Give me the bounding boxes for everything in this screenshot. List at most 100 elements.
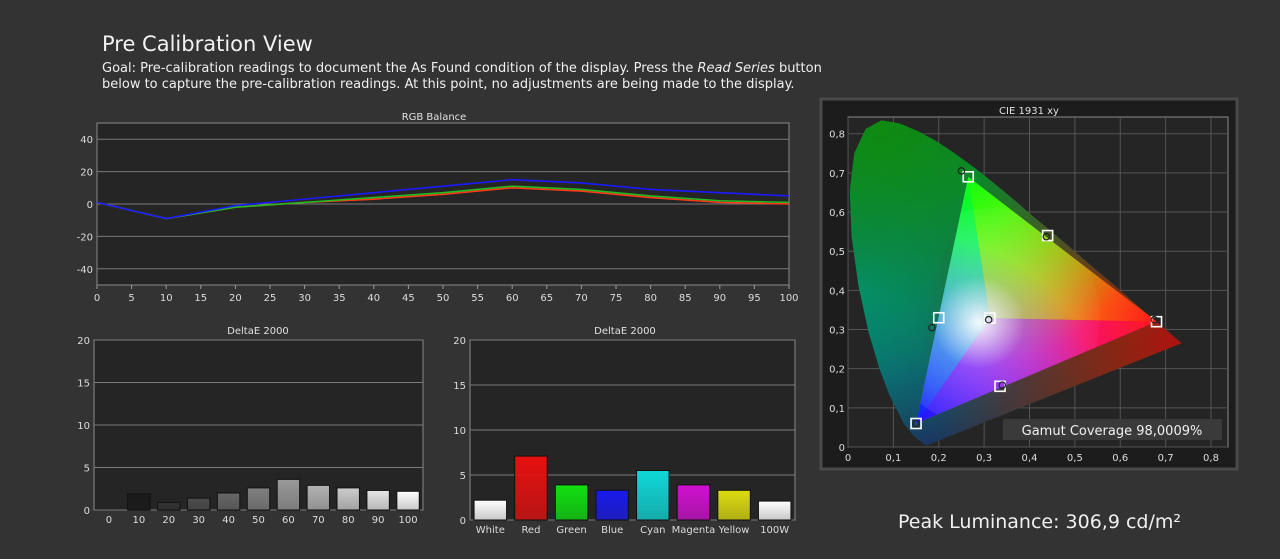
rgb-xtick-14: 70: [575, 293, 588, 304]
deltae-1-bar-1: [127, 493, 151, 511]
deltae-1-ytick-0: 0: [84, 506, 90, 517]
deltae-1-xtick-8: 80: [342, 515, 355, 526]
deltae-2-xtick-3: Blue: [601, 525, 623, 536]
deltae-1-xtick-2: 20: [162, 515, 175, 526]
deltae-2-bar-6: [717, 489, 751, 521]
rgb-xtick-0: 0: [94, 293, 100, 304]
deltae-color-bars: [473, 455, 792, 521]
deltae-2-bar-1: [514, 455, 548, 521]
deltae-1-ytick-4: 20: [77, 336, 90, 347]
rgb-xtick-2: 10: [160, 293, 173, 304]
deltae-grayscale-ticks: 0 5 10 15 20 0 10 20 30 40 50 60 70 80 90 100: [77, 336, 417, 526]
deltae-2-xtick-4: Cyan: [640, 525, 665, 536]
deltae-2-bar-4: [636, 470, 670, 521]
deltae-grayscale-bars: [127, 478, 420, 511]
deltae-2-bar-2: [554, 484, 589, 521]
cie-xtick-1: 0,1: [885, 453, 901, 464]
cie-measured-magenta: [998, 381, 1007, 389]
rgb-series-lines: [96, 178, 790, 220]
deltae-1-ytick-1: 5: [84, 464, 90, 475]
cie-1931-chart: CIE 1931 xy 0 0,1 0,2 0,3 0,4 0,5 0,6 0,7 0,8 0 0,…: [819, 97, 1239, 471]
deltae-color-title: DeltaE 2000: [594, 326, 656, 337]
deltae-1-xtick-9: 90: [372, 515, 385, 526]
rgb-xtick-8: 40: [367, 293, 380, 304]
rgb-xtick-1: 5: [128, 293, 134, 304]
rgb-xtick-17: 85: [679, 293, 692, 304]
deltae-2-ytick-3: 15: [453, 381, 466, 392]
rgb-ytick-2: 0: [87, 200, 93, 211]
cie-xtick-3: 0,3: [976, 453, 992, 464]
deltae-1-bar-6: [276, 478, 301, 511]
goal-text: Goal: Pre-calibration readings to docume…: [102, 61, 862, 93]
rgb-xtick-19: 95: [748, 293, 761, 304]
goal-text-before: Goal: Pre-calibration readings to docume…: [102, 61, 698, 76]
cie-xtick-4: 0,4: [1022, 453, 1038, 464]
deltae-1-bar-9: [366, 489, 390, 511]
cie-measured-blue: [912, 419, 920, 428]
deltae-1-bar-8: [336, 487, 360, 511]
rgb-balance-chart: RGB Balance -40 -20 0 20 40 0 5 10 15 20 25 30 35 40 4…: [77, 112, 799, 304]
deltae-grayscale-title: DeltaE 2000: [227, 326, 289, 337]
cie-measured-cyan: [928, 323, 936, 332]
deltae-1-xtick-7: 70: [312, 515, 325, 526]
cie-ytick-6: 0,6: [829, 208, 845, 219]
deltae-2-bar-7: [757, 500, 792, 521]
read-series-reference: Read Series: [697, 61, 775, 76]
rgb-series-line-2: [96, 178, 790, 220]
deltae-1-bar-7: [306, 484, 331, 511]
deltae-1-xtick-1: 10: [132, 515, 145, 526]
deltae-2-xtick-7: 100W: [760, 525, 789, 536]
cie-target-blue: [910, 417, 922, 430]
cie-ytick-3: 0,3: [829, 326, 845, 337]
cie-title: CIE 1931 xy: [999, 106, 1059, 117]
deltae-2-xtick-5: Magenta: [672, 525, 716, 536]
deltae-1-ytick-2: 10: [77, 421, 90, 432]
rgb-xtick-9: 45: [402, 293, 415, 304]
gamut-coverage-box: [1003, 419, 1222, 440]
deltae-2-xtick-1: Red: [521, 525, 540, 536]
rgb-xtick-13: 65: [540, 293, 553, 304]
rgb-xtick-11: 55: [471, 293, 484, 304]
deltae-2-bar-3: [595, 489, 629, 521]
cie-ytick-5: 0,5: [829, 247, 845, 258]
deltae-1-xtick-4: 40: [222, 515, 235, 526]
cie-spectral-locus: [849, 120, 1182, 446]
deltae-2-ytick-1: 5: [460, 471, 466, 482]
deltae-2-bar-5: [676, 484, 711, 521]
deltae-1-bar-5: [246, 487, 271, 511]
rgb-ytick-0: -40: [77, 265, 93, 276]
cie-ytick-8: 0,8: [829, 130, 845, 141]
deltae-1-bar-2: [157, 501, 181, 511]
goal-text-after: button below to capture the pre-calibrat…: [102, 61, 822, 92]
rgb-ytick-4: 40: [80, 135, 93, 146]
rgb-xtick-18: 90: [713, 293, 726, 304]
deltae-1-ytick-3: 15: [77, 379, 90, 390]
deltae-grayscale-chart: DeltaE 2000 0 5 10 15 20 0 10 20 30 40 50 60 70 80 90 1…: [77, 326, 424, 526]
rgb-ytick-1: -20: [77, 232, 93, 243]
cie-xtick-2: 0,2: [931, 453, 947, 464]
deltae-1-bar-3: [186, 497, 211, 511]
deltae-2-ytick-4: 20: [453, 336, 466, 347]
rgb-xtick-4: 20: [229, 293, 242, 304]
cie-xtick-5: 0,5: [1067, 453, 1083, 464]
rgb-xtick-12: 60: [506, 293, 519, 304]
cie-ytick-7: 0,7: [829, 169, 845, 180]
deltae-1-xtick-6: 60: [282, 515, 295, 526]
deltae-1-bar-10: [396, 490, 420, 511]
cie-ytick-1: 0,1: [829, 404, 845, 415]
cie-points: [910, 167, 1163, 430]
cie-measured-red: [1150, 315, 1159, 324]
deltae-1-xtick-0: 0: [106, 515, 112, 526]
deltae-1-bar-4: [216, 492, 241, 511]
cie-ticks: 0 0,1 0,2 0,3 0,4 0,5 0,6 0,7 0,8 0 0,1 0,2 0,3 0,4 0,…: [829, 130, 1219, 464]
rgb-series-line-1: [96, 185, 790, 220]
rgb-tick-labels: -40 -20 0 20 40 0 5 10 15 20 25 30 35 40 45 50 55 60 65 70 7…: [77, 135, 799, 304]
deltae-color-chart: DeltaE 2000 0 5 10 15 20 White Red Green Blue Cya…: [453, 326, 796, 536]
rgb-xtick-10: 50: [437, 293, 450, 304]
deltae-1-xtick-10: 100: [398, 515, 417, 526]
deltae-2-bar-0: [473, 499, 508, 521]
cie-measured-yellow: [1042, 232, 1051, 241]
deltae-2-xtick-2: Green: [556, 525, 586, 536]
deltae-1-xtick-5: 50: [252, 515, 265, 526]
